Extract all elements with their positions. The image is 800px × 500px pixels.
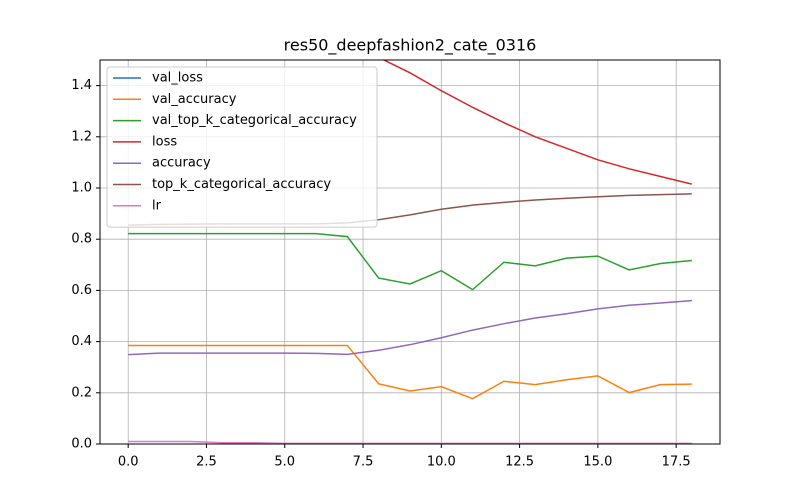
y-tick-label: 0.8 <box>71 232 92 247</box>
series-line <box>128 232 692 291</box>
y-tick-label: 0.4 <box>71 334 92 349</box>
y-tick-label: 0.6 <box>71 283 92 298</box>
x-tick-label: 10.0 <box>427 455 456 470</box>
legend-label: top_k_categorical_accuracy <box>152 177 331 192</box>
legend-label: accuracy <box>152 156 211 171</box>
legend-label: lr <box>152 198 162 213</box>
chart-title: res50_deepfashion2_cate_0316 <box>284 36 537 56</box>
series-line <box>128 440 692 444</box>
y-tick-label: 0.0 <box>71 437 92 452</box>
x-tick-label: 0.0 <box>118 455 139 470</box>
y-tick-label: 1.0 <box>71 181 92 196</box>
legend: val_loss val_accuracy val_top_k_categorica… <box>106 66 378 228</box>
legend-label: val_loss <box>152 71 203 86</box>
legend-label: val_top_k_categorical_accuracy <box>152 113 357 128</box>
x-tick-label: 12.5 <box>505 455 534 470</box>
x-tick-label: 2.5 <box>196 455 217 470</box>
x-tick-label: 7.5 <box>353 455 374 470</box>
x-tick-label: 15.0 <box>583 455 612 470</box>
x-tick-label: 5.0 <box>274 455 295 470</box>
legend-box <box>106 66 378 228</box>
x-tick-label: 17.5 <box>662 455 691 470</box>
ticks: 0.0 2.5 5.0 7.5 10.0 12.5 15.0 17.5 0.0 0.2 0.4 0.6… <box>71 78 690 469</box>
y-tick-label: 0.2 <box>71 385 92 400</box>
axes-frame <box>99 59 721 445</box>
y-tick-label: 1.4 <box>71 78 92 93</box>
y-tick-label: 1.2 <box>71 129 92 144</box>
legend-label: loss <box>152 134 177 149</box>
legend-label: val_accuracy <box>152 92 237 107</box>
series-line <box>128 344 692 400</box>
series-line <box>128 299 692 356</box>
series-line <box>382 60 692 185</box>
